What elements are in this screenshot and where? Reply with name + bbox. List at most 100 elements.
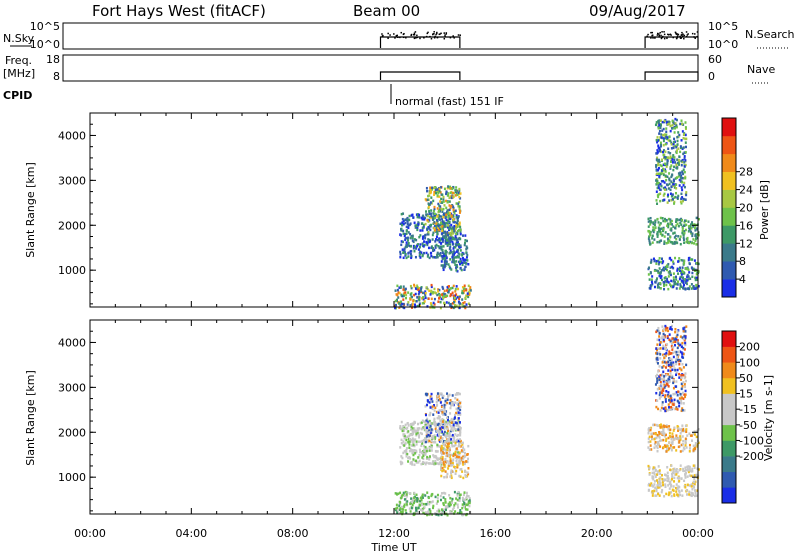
velocity-cell <box>421 439 424 443</box>
power-cell <box>694 276 697 280</box>
power-cell <box>427 194 430 198</box>
power-cell <box>433 287 436 291</box>
velocity-cell <box>672 401 675 404</box>
power-cell <box>441 225 444 228</box>
power-cell <box>457 224 460 228</box>
power-cell <box>677 260 680 263</box>
velocity-cell <box>448 460 451 463</box>
power-cell <box>695 233 698 236</box>
velocity-cell <box>438 438 441 442</box>
xtick-label: 12:00 <box>378 527 410 540</box>
power-cell <box>433 297 436 301</box>
velocity-cell <box>425 449 428 453</box>
velocity-cell <box>452 425 455 428</box>
power-cell <box>447 301 450 305</box>
velocity-cell <box>668 357 671 360</box>
velocity-cell <box>424 462 427 466</box>
velocity-cell <box>418 453 421 457</box>
velocity-cell <box>658 343 661 346</box>
velocity-cell <box>664 324 667 328</box>
velocity-cell <box>685 325 688 328</box>
power-cell <box>463 243 466 247</box>
power-cell <box>683 198 686 201</box>
velocity-cell <box>434 427 437 431</box>
velocity-cell <box>658 482 661 486</box>
velocity-cell <box>694 441 697 445</box>
power-cell <box>454 263 457 266</box>
velocity-cell <box>459 405 462 409</box>
velocity-cell <box>449 406 452 410</box>
velocity-cell <box>665 363 668 366</box>
power-cell <box>447 224 450 227</box>
power-cell <box>398 306 401 309</box>
freq-panel <box>62 54 699 82</box>
power-cell <box>413 283 416 287</box>
nsky-point <box>694 37 696 40</box>
velocity-cell <box>656 381 659 384</box>
power-cell <box>673 131 676 134</box>
velocity-cell <box>454 472 457 476</box>
power-cell <box>458 253 461 256</box>
power-cell <box>661 169 664 172</box>
power-cell <box>416 245 419 248</box>
velocity-cell <box>651 490 654 493</box>
velocity-cell <box>675 483 678 486</box>
velocity-cell <box>673 367 676 370</box>
velocity-cell <box>408 434 411 438</box>
velocity-cell <box>415 509 418 512</box>
power-cell <box>452 232 455 235</box>
velocity-cell <box>670 494 673 498</box>
velocity-cell <box>672 345 675 349</box>
power-cell <box>676 283 679 286</box>
power-cell <box>440 297 443 301</box>
power-cell <box>662 284 665 287</box>
velocity-cell <box>399 491 402 495</box>
velocity-cell <box>438 435 441 438</box>
velocity-cell <box>413 463 416 467</box>
power-cell <box>435 256 438 259</box>
power-cell <box>657 221 660 224</box>
power-cell <box>424 291 427 295</box>
velocity-cell <box>667 406 670 409</box>
power-cell <box>450 212 453 216</box>
power-cell <box>681 227 684 230</box>
velocity-cell <box>434 512 437 515</box>
power-cell <box>424 236 427 240</box>
power-cell <box>687 225 690 228</box>
power-cell <box>666 183 669 187</box>
power-cell <box>684 281 687 284</box>
power-cell <box>657 195 660 199</box>
velocity-cell <box>667 448 670 452</box>
power-cell <box>659 141 662 145</box>
velocity-cell <box>682 402 685 405</box>
velocity-cell <box>672 446 675 449</box>
power-cell <box>416 215 419 219</box>
velocity-cell <box>419 431 422 435</box>
velocity-cell <box>684 335 687 339</box>
power-cell <box>664 231 667 234</box>
velocity-cell <box>672 339 675 342</box>
power-cell <box>660 239 663 242</box>
power-cell <box>420 251 423 254</box>
power-cell <box>681 180 684 184</box>
velocity-cell <box>448 501 451 504</box>
velocity-cell <box>463 502 466 506</box>
velocity-cell <box>689 493 692 497</box>
velocity-cell <box>684 343 687 347</box>
power-cell <box>464 234 467 237</box>
power-cell <box>682 152 685 156</box>
power-cell <box>657 162 660 165</box>
power-cell <box>689 224 692 228</box>
power-cell <box>433 190 436 194</box>
velocity-cell <box>444 470 447 473</box>
power-cell <box>436 226 439 229</box>
velocity-cell <box>457 417 460 420</box>
velocity-cell <box>423 438 426 442</box>
power-cell <box>678 257 681 260</box>
power-cell <box>660 275 663 278</box>
power-cell <box>445 192 448 196</box>
power-cell <box>674 161 677 164</box>
power-cell <box>455 186 458 189</box>
power-cell <box>430 245 433 248</box>
velocity-cell <box>412 443 415 447</box>
